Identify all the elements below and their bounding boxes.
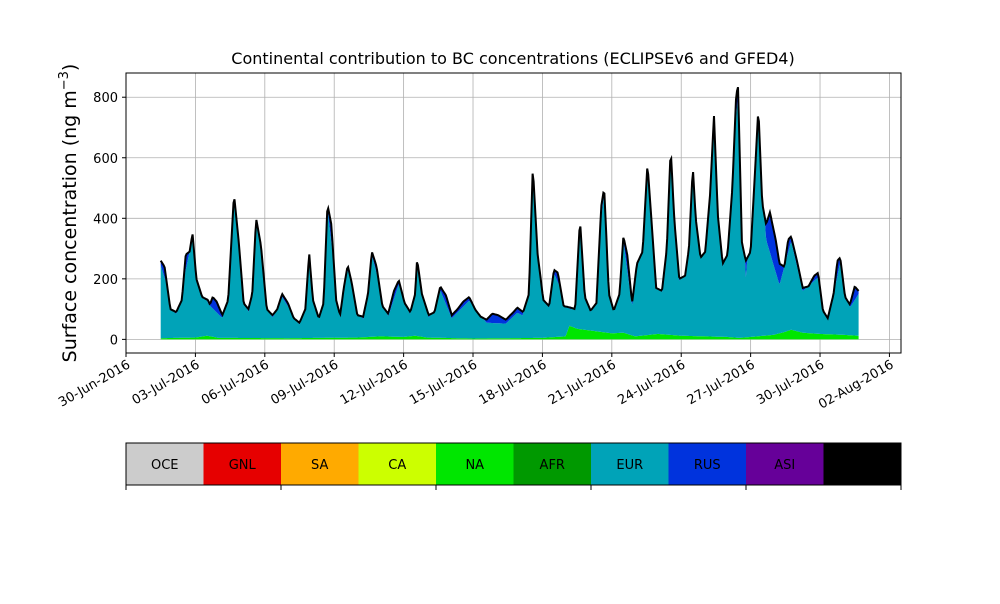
y-axis-label-main: Surface concentration (ng m	[59, 90, 81, 362]
y-tick-label: 400	[93, 212, 118, 227]
legend-label-oce: OCE	[151, 458, 179, 473]
x-tick-label: 09-Jul-2016	[268, 357, 341, 408]
legend-label-asi: ASI	[774, 458, 795, 473]
legend: OCE GNL SA CA NA AFR EUR RUS ASI AUS	[126, 443, 902, 490]
plot-area: 0 200 400 600 800 30-Jun-201603-Jul-201606-J…	[56, 73, 901, 413]
y-axis-label-superscript: −3	[57, 71, 72, 90]
y-axis-label-close: )	[59, 64, 81, 71]
legend-label-ca: CA	[388, 458, 406, 473]
y-tick-label: 800	[93, 91, 118, 106]
x-axis: 30-Jun-201603-Jul-201606-Jul-201609-Jul-…	[56, 353, 896, 413]
figure: Continental contribution to BC concentra…	[0, 0, 1000, 600]
y-axis-label: Surface concentration (ng m−3)	[57, 64, 81, 363]
legend-label-afr: AFR	[540, 458, 565, 473]
x-tick-label: 18-Jul-2016	[477, 357, 550, 408]
y-tick-label: 600	[93, 152, 118, 167]
x-tick-label: 21-Jul-2016	[546, 357, 619, 408]
legend-label-eur: EUR	[616, 458, 643, 473]
legend-label-gnl: GNL	[229, 458, 257, 473]
legend-label-aus: AUS	[849, 458, 876, 473]
chart-title: Continental contribution to BC concentra…	[231, 49, 794, 68]
chart-svg: Continental contribution to BC concentra…	[0, 0, 1000, 600]
x-tick-label: 03-Jul-2016	[130, 357, 203, 408]
legend-label-na: NA	[465, 458, 484, 473]
y-tick-label: 0	[110, 333, 118, 348]
x-tick-label: 30-Jun-2016	[56, 357, 133, 410]
legend-label-rus: RUS	[694, 458, 721, 473]
x-tick-label: 24-Jul-2016	[615, 357, 688, 408]
x-tick-label: 02-Aug-2016	[816, 357, 896, 412]
x-tick-label: 06-Jul-2016	[199, 357, 272, 408]
x-tick-label: 27-Jul-2016	[685, 357, 758, 408]
x-tick-label: 12-Jul-2016	[338, 357, 411, 408]
y-tick-label: 200	[93, 273, 118, 288]
y-axis: 0 200 400 600 800	[93, 91, 126, 348]
x-tick-label: 15-Jul-2016	[407, 357, 480, 408]
legend-label-sa: SA	[311, 458, 328, 473]
